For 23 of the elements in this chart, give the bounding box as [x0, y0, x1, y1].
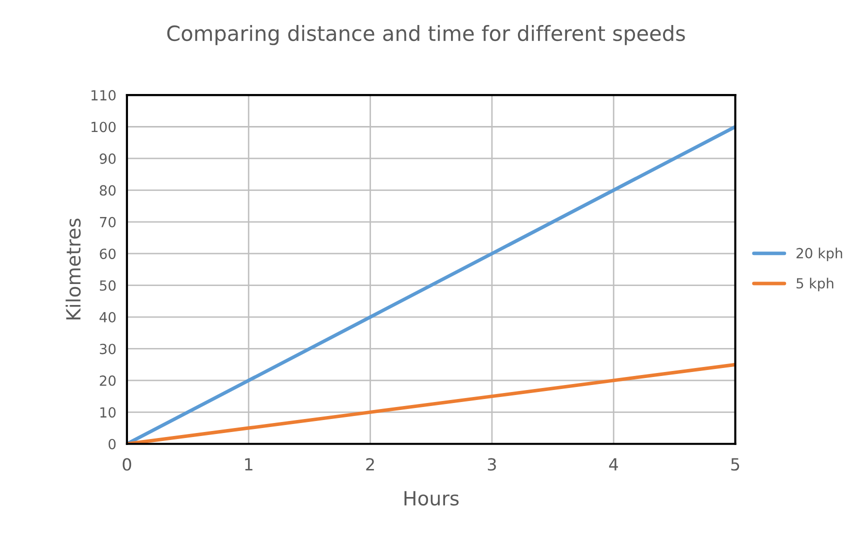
- y-tick-label: 20: [100, 375, 116, 386]
- y-tick-label: 70: [100, 216, 116, 228]
- y-tick-label: 90: [100, 153, 116, 164]
- x-tick-label: 4: [609, 458, 618, 470]
- x-tick-label: 1: [245, 458, 252, 470]
- x-axis-title: Hours: [404, 491, 459, 506]
- x-tick-label: 3: [488, 458, 496, 471]
- y-tick-label: 50: [100, 280, 116, 291]
- y-tick-label: 40: [100, 312, 116, 323]
- x-tick-label: 5: [731, 458, 740, 471]
- x-tick-label: 2: [366, 458, 374, 470]
- x-tick-label: 0: [122, 458, 132, 471]
- y-tick-label: 100: [92, 122, 116, 132]
- y-tick-label: 80: [100, 185, 116, 196]
- legend-label: 20 kph: [796, 248, 842, 262]
- chart-title: Comparing distance and time for different speeds: [167, 25, 685, 46]
- y-axis-title: Kilometres: [66, 218, 81, 320]
- y-tick-label: 0: [108, 438, 116, 450]
- y-tick-label: 60: [100, 248, 116, 260]
- y-tick-label: 110: [92, 90, 116, 101]
- y-tick-label: 30: [100, 344, 116, 354]
- legend-label: 5 kph: [796, 278, 834, 292]
- y-tick-label: 10: [100, 407, 116, 418]
